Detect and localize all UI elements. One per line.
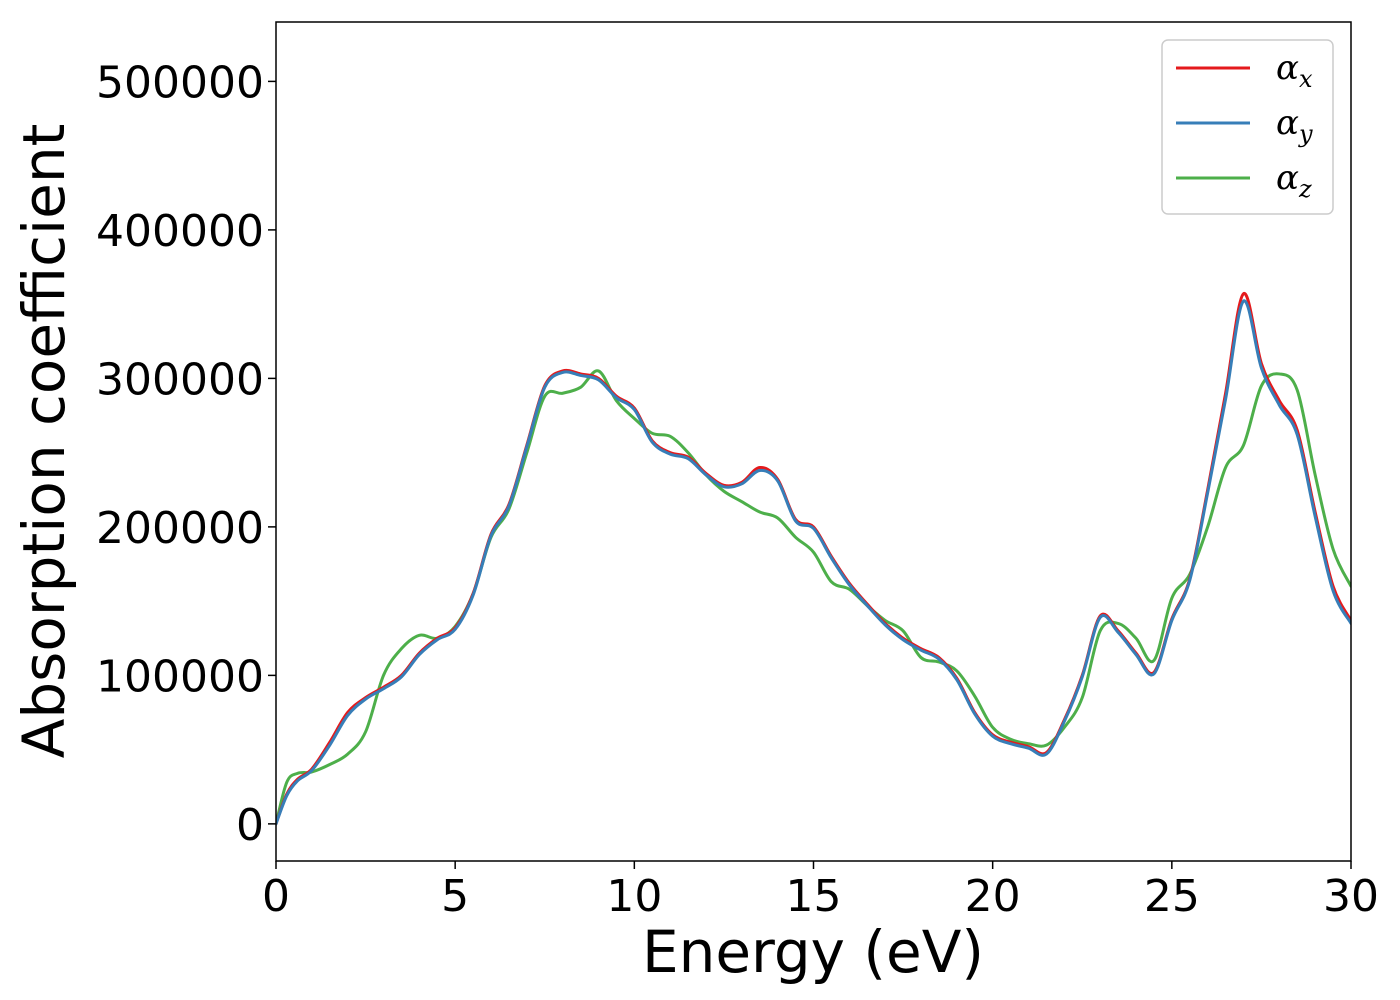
y-tick-label: 100000: [96, 651, 264, 702]
x-tick-label: 15: [786, 871, 842, 922]
legend-label-z: αz: [1276, 158, 1312, 203]
legend-box: [1161, 39, 1334, 215]
x-tick-label: 25: [1144, 871, 1200, 922]
y-tick-label: 400000: [96, 206, 264, 257]
y-axis-label: Absorption coefficient: [10, 124, 78, 759]
x-tick-label: 0: [262, 871, 290, 922]
y-axis: 0 100000 200000 300000 400000 500000: [96, 57, 276, 851]
y-tick-label: 300000: [96, 354, 264, 405]
lines-layer: [276, 292, 1351, 826]
y-tick-label: 200000: [96, 503, 264, 554]
legend-label-y: αy: [1276, 103, 1313, 148]
x-axis-label: Energy (eV): [642, 918, 984, 986]
legend-label-x: αx: [1276, 48, 1313, 93]
x-axis: 0 5 10 15 20 25 30: [262, 861, 1379, 922]
series-line-y: [276, 299, 1351, 826]
y-tick-label: 500000: [96, 57, 264, 108]
legend: αx αy αz: [1161, 39, 1334, 215]
series-line-x: [276, 292, 1351, 826]
y-tick-label: 0: [236, 800, 264, 851]
series-line-z: [276, 369, 1351, 826]
x-tick-label: 10: [606, 871, 662, 922]
x-tick-label: 5: [441, 871, 469, 922]
x-tick-label: 20: [965, 871, 1021, 922]
x-tick-label: 30: [1323, 871, 1379, 922]
